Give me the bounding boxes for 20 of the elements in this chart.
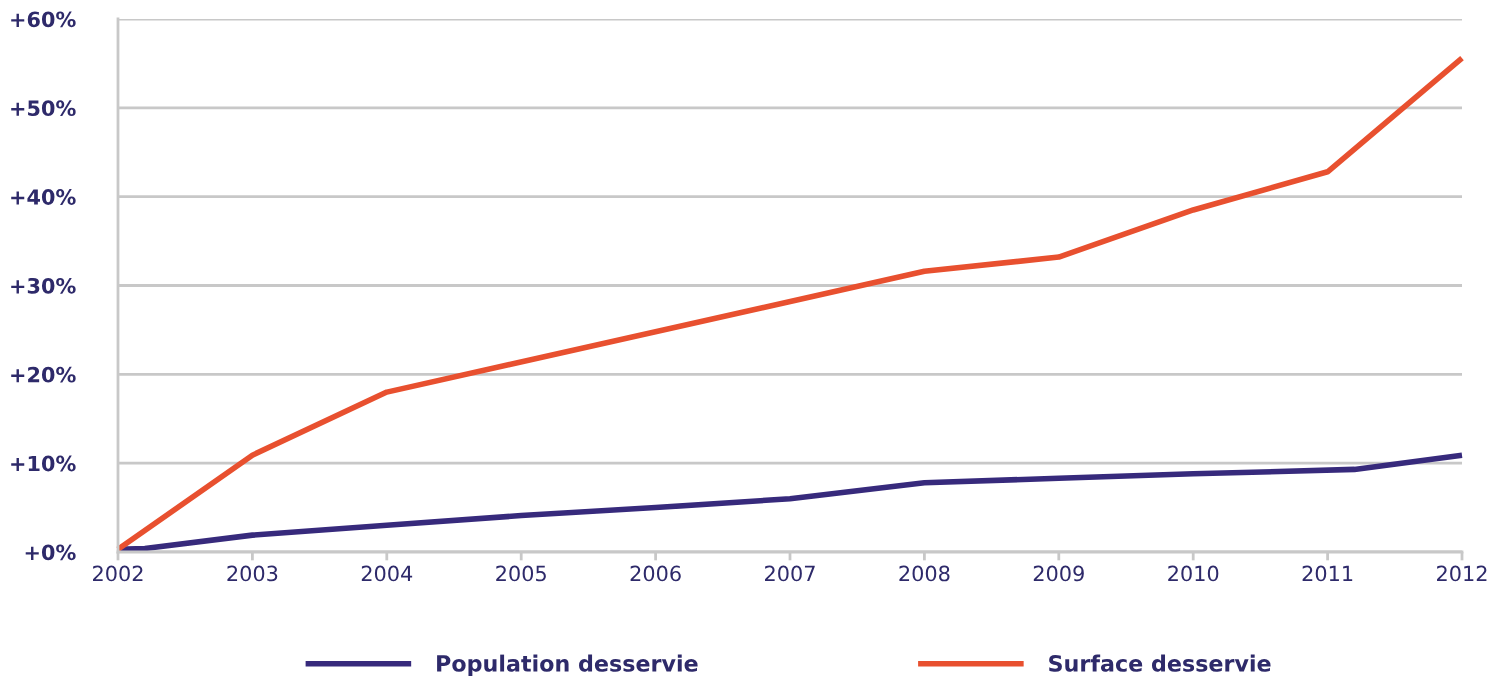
x-tick-label: 2007 [765, 565, 815, 582]
y-tick-label: +10% [11, 455, 76, 472]
y-tick-label: +60% [11, 11, 76, 28]
x-tick-label: 2011 [1302, 565, 1353, 582]
x-tick-label: 2006 [630, 565, 681, 582]
x-tick-label: 2008 [899, 565, 950, 582]
x-tick-label: 2012 [1437, 565, 1487, 582]
x-tick-label: 2004 [361, 565, 413, 582]
x-tick-label: 2010 [1168, 565, 1219, 582]
x-tick-label: 2003 [227, 565, 278, 582]
x-tick-label: 2005 [496, 565, 546, 582]
y-tick-label: +20% [11, 366, 76, 383]
x-tick-label: 2002 [93, 565, 143, 582]
y-tick-label: +30% [11, 277, 76, 294]
y-tick-label: +40% [11, 189, 76, 205]
x-tick-label: 2009 [1033, 565, 1084, 582]
y-tick-label: +50% [11, 100, 76, 117]
legend-label: Population desservie [437, 654, 698, 677]
y-tick-label: +0% [25, 544, 76, 561]
legend-label: Surface desservie [1049, 654, 1271, 672]
